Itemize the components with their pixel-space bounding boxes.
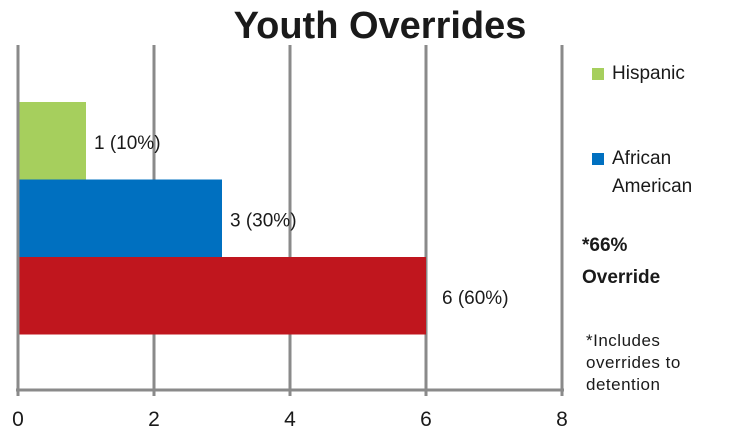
chart-title: Youth Overrides — [233, 5, 527, 47]
includes-note-line-2: overrides to — [586, 353, 681, 372]
legend-label-african-american: African American — [612, 148, 693, 197]
legend-label-hispanic: Hispanic — [612, 63, 685, 84]
override-note-line-1: *66% — [582, 235, 628, 256]
includes-note-line-3: detention — [586, 375, 661, 394]
bars — [18, 102, 426, 335]
bar-0 — [18, 102, 86, 180]
x-tick-labels: 0 2 4 6 8 — [12, 408, 568, 431]
includes-note: *Includes overrides to detention — [586, 330, 733, 396]
x-tick-label-6: 6 — [420, 408, 432, 431]
legend-swatch-hispanic — [592, 68, 604, 80]
includes-note-line-1: *Includes — [586, 331, 661, 350]
x-tick-label-4: 4 — [284, 408, 296, 431]
bar-labels: 1 (10%) 3 (30%) 6 (60%) — [94, 133, 509, 309]
bar-label-1: 3 (30%) — [230, 210, 297, 231]
x-axis — [16, 45, 564, 396]
override-note-line-2: Override — [582, 267, 661, 288]
bar-label-2: 6 (60%) — [442, 288, 509, 309]
bar-1 — [18, 179, 222, 257]
bar-label-0: 1 (10%) — [94, 133, 161, 154]
override-note: *66% Override — [582, 230, 732, 294]
legend-swatch-african-american — [592, 153, 604, 165]
x-tick-label-8: 8 — [556, 408, 568, 431]
bar-2 — [18, 257, 426, 335]
x-tick-label-0: 0 — [12, 408, 24, 431]
x-tick-label-2: 2 — [148, 408, 160, 431]
